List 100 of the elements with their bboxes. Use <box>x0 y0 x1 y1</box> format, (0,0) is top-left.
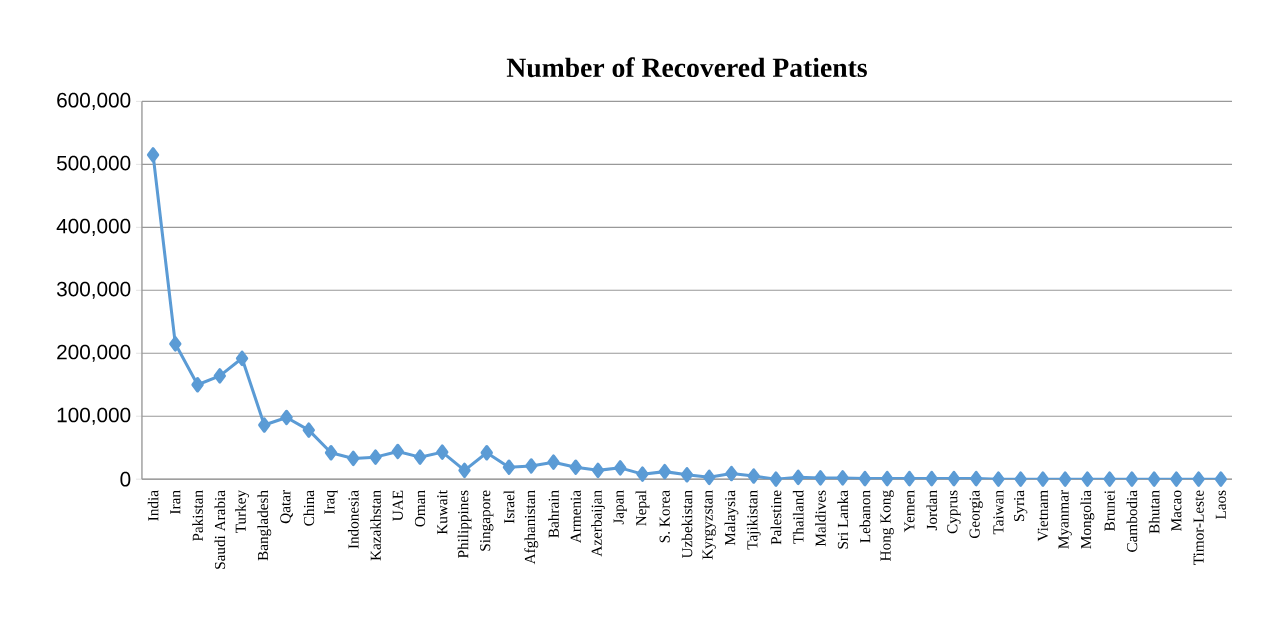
x-tick-label: Lebanon <box>859 490 871 543</box>
x-tick-label: Syria <box>1013 490 1028 521</box>
point <box>1103 471 1116 487</box>
point <box>347 450 360 467</box>
x-tick-label: UAE <box>392 490 403 521</box>
point <box>969 470 983 487</box>
x-tick-label: Indonesia <box>347 490 359 549</box>
x-tick-label: India <box>147 490 159 521</box>
x-tick-label: Cambodia <box>1126 490 1138 552</box>
x-tick-label: China <box>303 490 315 526</box>
point <box>1147 471 1161 487</box>
point <box>258 417 271 433</box>
point <box>1014 471 1027 487</box>
x-tick-label: Turkey <box>235 489 249 534</box>
point <box>1081 471 1094 487</box>
point <box>169 336 182 352</box>
x-tick-label: Uzbekistan <box>681 490 693 559</box>
point <box>458 462 471 479</box>
point <box>547 454 560 470</box>
point <box>858 470 872 487</box>
point <box>502 459 516 475</box>
point <box>1192 471 1205 487</box>
point <box>903 470 916 487</box>
point <box>1170 471 1183 487</box>
point <box>792 469 805 485</box>
x-tick-label: Maldives <box>815 490 826 547</box>
x-tick-label: Singapore <box>480 490 494 551</box>
y-tick-label: 500,000 <box>56 155 131 173</box>
x-tick-label: Kyrgyzstan <box>702 490 716 560</box>
chart-title: Number of Recovered Patients <box>506 57 867 78</box>
x-tick-label: Jordan <box>926 490 938 531</box>
x-tick-label: Azerbaijan <box>591 490 605 557</box>
x-tick-label: Thailand <box>792 490 804 544</box>
point <box>436 444 449 460</box>
x-tick-label: Pakistan <box>192 490 203 542</box>
x-tick-label: Bhutan <box>1148 490 1160 534</box>
x-tick-label: Vietnam <box>1037 490 1049 542</box>
point <box>302 422 315 438</box>
x-tick-label: Sri Lanka <box>837 490 849 549</box>
point <box>1058 471 1072 487</box>
point <box>369 449 382 465</box>
x-tick-label: Philippines <box>457 490 472 558</box>
x-tick-label: Brunei <box>1104 490 1115 531</box>
x-tick-label: Kazakhstan <box>370 490 381 561</box>
point <box>703 469 716 485</box>
y-tick-label: 100,000 <box>57 407 131 425</box>
point <box>213 368 226 384</box>
point <box>391 443 404 460</box>
point <box>769 471 783 487</box>
x-tick-label: Kuwait <box>437 489 448 535</box>
x-tick-label: Myanmar <box>1058 490 1072 549</box>
y-tick-label: 200,000 <box>57 344 131 362</box>
point <box>747 468 760 484</box>
point <box>1036 471 1050 487</box>
x-tick-label: Oman <box>414 490 426 527</box>
point <box>814 470 827 486</box>
point <box>836 470 849 486</box>
x-tick-label: Taiwan <box>993 490 1004 535</box>
y-tick-label: 400,000 <box>56 218 131 236</box>
point <box>680 466 694 483</box>
point <box>1214 471 1228 487</box>
point <box>725 465 738 482</box>
x-tick-label: S. Korea <box>659 490 670 543</box>
point <box>614 460 627 476</box>
x-tick-label: Bahrain <box>548 490 559 538</box>
x-tick-label: Timor-Leste <box>1193 490 1204 565</box>
x-tick-label: Armenia <box>570 490 581 543</box>
x-tick-label: Iran <box>170 490 181 514</box>
point <box>1125 471 1139 487</box>
x-tick-label: Afghanistan <box>524 490 539 565</box>
point <box>881 470 894 487</box>
x-tick-label: Cyprus <box>947 490 961 534</box>
x-tick-label: Hong Kong <box>880 490 894 561</box>
x-tick-label: Yemen <box>904 490 915 533</box>
x-tick-label: Palestine <box>770 490 782 545</box>
point <box>235 350 249 366</box>
point <box>947 470 961 487</box>
point <box>591 462 605 479</box>
point <box>525 458 538 474</box>
point <box>280 409 293 426</box>
x-tick-label: Georgia <box>969 490 983 538</box>
x-tick-label: Tajikistan <box>746 490 761 550</box>
y-tick-label: 300,000 <box>56 281 131 299</box>
point <box>569 459 582 475</box>
x-tick-label: Israel <box>503 490 515 524</box>
point <box>413 449 427 465</box>
x-tick-label: Laos <box>1215 490 1226 520</box>
point <box>146 147 160 163</box>
point <box>658 463 671 480</box>
x-tick-label: Saudi Arabia <box>214 490 226 569</box>
point <box>925 470 938 487</box>
point <box>191 376 204 393</box>
x-tick-label: Qatar <box>280 490 293 524</box>
point <box>480 444 493 461</box>
x-tick-label: Iraq <box>324 490 338 514</box>
x-tick-label: Nepal <box>635 490 650 526</box>
point <box>324 444 338 461</box>
x-tick-label: Macao <box>1171 490 1182 531</box>
x-tick-label: Japan <box>613 490 627 525</box>
y-tick-label: 0 <box>120 471 131 487</box>
